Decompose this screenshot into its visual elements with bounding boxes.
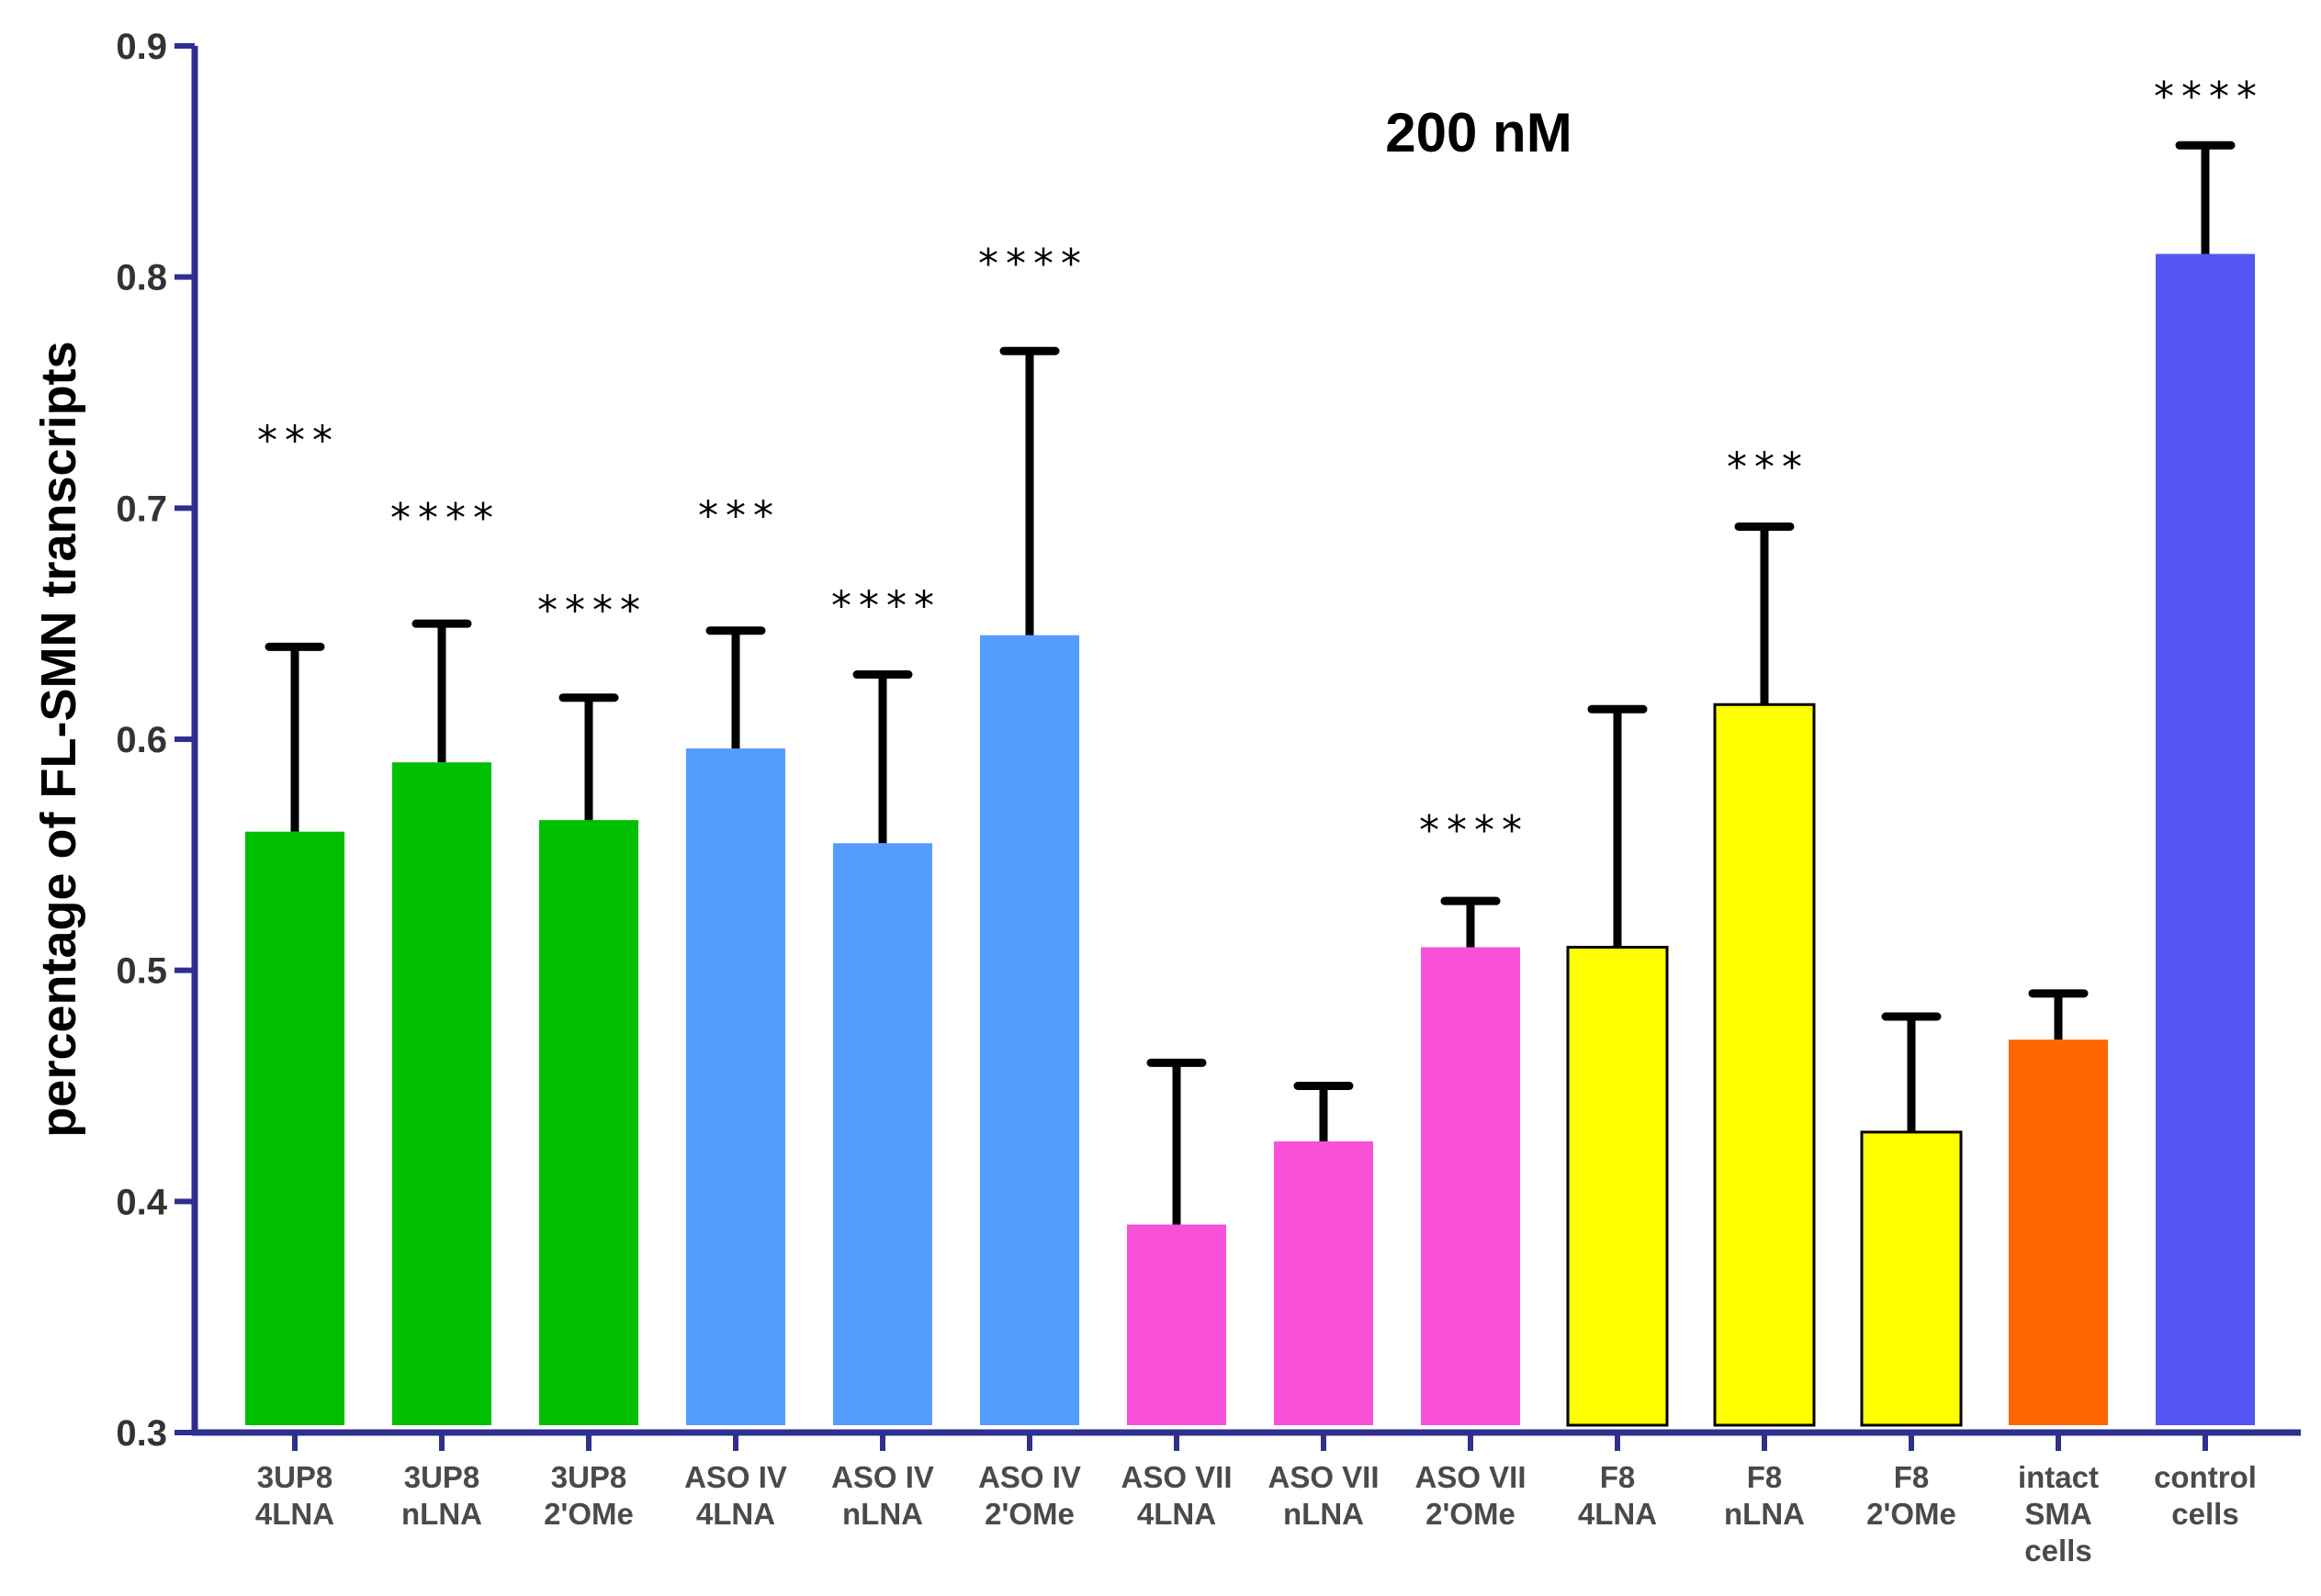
x-category-label-line: ASO IV (978, 1460, 1081, 1494)
x-category-label-line: control (2154, 1460, 2257, 1494)
bar (1127, 1224, 1226, 1425)
significance-marker: **** (978, 241, 1088, 287)
x-category-label: control cells (2154, 1460, 2257, 1531)
x-category-label: ASO VII 4LNA (1121, 1460, 1232, 1531)
x-category-label-line: ASO VII (1414, 1460, 1526, 1494)
x-category-label-line: nLNA (1283, 1497, 1364, 1531)
bar (980, 635, 1079, 1425)
x-category-label-line: intact (2018, 1460, 2099, 1494)
x-category-label-line: nLNA (401, 1497, 482, 1531)
significance-marker: **** (1419, 807, 1529, 854)
x-category-label: F8 2'OMe (1866, 1460, 1956, 1531)
x-category-label-line: cells (2024, 1534, 2091, 1568)
x-category-label: ASO IV 4LNA (684, 1460, 787, 1531)
y-tick-label: 0.6 (116, 720, 167, 760)
bar (1421, 947, 1520, 1425)
significance-marker: **** (537, 588, 648, 635)
x-category-label-line: ASO VII (1268, 1460, 1379, 1494)
x-category-label-line: SMA (2024, 1497, 2091, 1531)
x-category-label-line: F8 (1894, 1460, 1930, 1494)
x-category-label-line: nLNA (1724, 1497, 1805, 1531)
significance-marker: *** (1727, 444, 1809, 490)
x-category-label: F8 nLNA (1724, 1460, 1805, 1531)
x-category-label-line: F8 (1747, 1460, 1783, 1494)
chart-title: 200 nM (1385, 102, 1572, 163)
x-category-label-line: ASO IV (831, 1460, 934, 1494)
x-category-label-line: 4LNA (1137, 1497, 1216, 1531)
x-category-label-line: 4LNA (255, 1497, 334, 1531)
bars (245, 253, 2255, 1427)
y-tick-label: 0.9 (116, 27, 167, 67)
bar (1713, 702, 1816, 1427)
x-category-label-line: 3UP8 (404, 1460, 480, 1494)
bar (833, 843, 932, 1425)
x-category-label: 3UP8 4LNA (255, 1460, 334, 1531)
significance-marker: *** (257, 417, 340, 464)
y-axis-label: percentage of FL-SMN transcripts (31, 341, 86, 1137)
significance-marker: *** (698, 493, 781, 540)
x-category-label: ASO IV nLNA (831, 1460, 934, 1531)
x-category-label-line: 2'OMe (1425, 1497, 1515, 1531)
x-category-label: 3UP8 2'OMe (544, 1460, 634, 1531)
x-category-label: ASO VII 2'OMe (1414, 1460, 1526, 1531)
bar (1274, 1141, 1373, 1425)
x-category-label: intact SMA cells (2018, 1460, 2099, 1568)
y-tick-label: 0.5 (116, 951, 167, 992)
x-category-label: F8 4LNA (1578, 1460, 1657, 1531)
y-tick-label: 0.7 (116, 489, 167, 529)
x-category-label-line: ASO IV (684, 1460, 787, 1494)
x-category-label-line: 4LNA (696, 1497, 775, 1531)
bar (2009, 1040, 2108, 1425)
bar (2156, 253, 2255, 1425)
significance-marker: **** (2154, 73, 2264, 120)
x-category-label-line: 3UP8 (551, 1460, 627, 1494)
y-tick-label: 0.3 (116, 1413, 167, 1454)
x-category-label-line: nLNA (842, 1497, 923, 1531)
x-category-label-line: 2'OMe (544, 1497, 634, 1531)
x-category-label-line: ASO VII (1121, 1460, 1232, 1494)
error-bars (265, 140, 2236, 1225)
x-category-label-line: F8 (1600, 1460, 1636, 1494)
bar (1566, 946, 1669, 1427)
bar (245, 831, 344, 1425)
bar (392, 762, 491, 1425)
axes (191, 46, 2301, 1451)
x-category-label: ASO VII nLNA (1268, 1460, 1379, 1531)
significance-marker: **** (831, 583, 941, 630)
x-category-label: ASO IV 2'OMe (978, 1460, 1081, 1531)
bar (686, 748, 785, 1425)
bar (1860, 1130, 1963, 1427)
x-category-label: 3UP8 nLNA (401, 1460, 482, 1531)
bar (539, 820, 638, 1425)
y-axis-ticks: 0.3 0.4 0.5 0.6 0.7 0.8 0.9 (116, 27, 195, 1454)
x-category-label-line: 2'OMe (1866, 1497, 1956, 1531)
x-category-label-line: 4LNA (1578, 1497, 1657, 1531)
significance-marker: **** (390, 495, 501, 542)
x-category-label-line: 2'OMe (985, 1497, 1075, 1531)
y-tick-label: 0.8 (116, 258, 167, 298)
y-tick-label: 0.4 (116, 1182, 167, 1222)
significance-markers: ********************************* (257, 73, 2264, 854)
x-category-label-line: 3UP8 (257, 1460, 333, 1494)
x-category-label-line: cells (2171, 1497, 2238, 1531)
